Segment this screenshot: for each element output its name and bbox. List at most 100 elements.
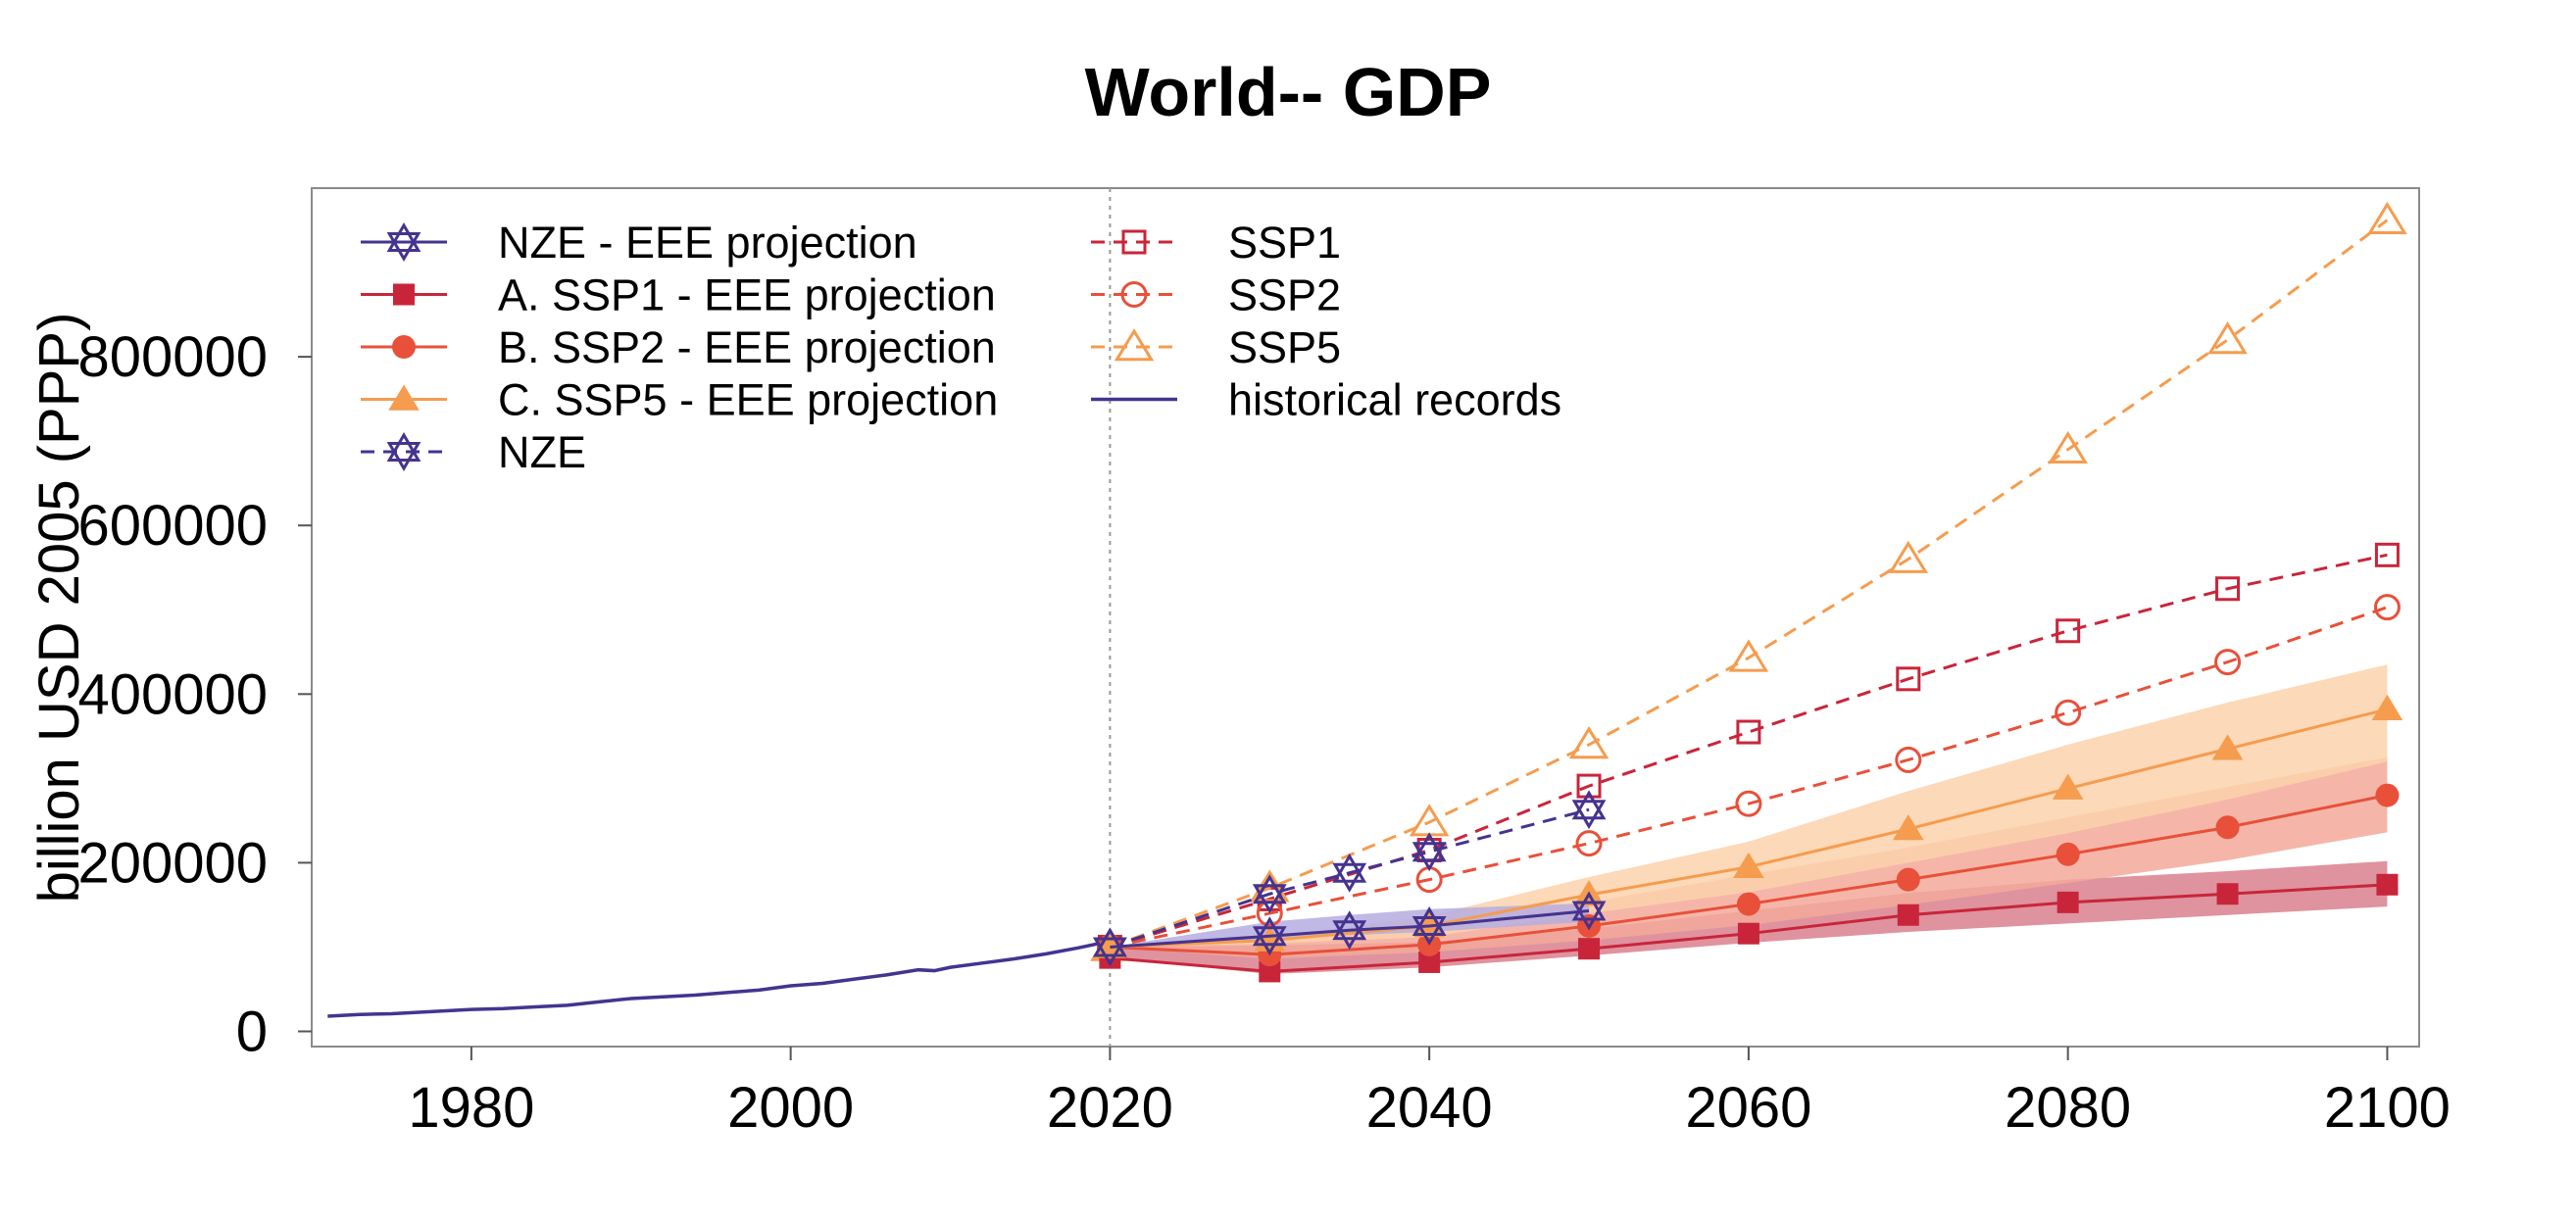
star-marker-down bbox=[1252, 884, 1287, 914]
data-point bbox=[2215, 576, 2241, 602]
data-point bbox=[1571, 790, 1607, 830]
x-tick-label: 2000 bbox=[727, 1076, 854, 1140]
data-point bbox=[1332, 853, 1367, 893]
y-tick-label: 400000 bbox=[77, 662, 268, 726]
star-marker-down bbox=[386, 442, 421, 471]
data-point bbox=[2215, 815, 2240, 840]
data-point bbox=[1896, 867, 1920, 892]
legend-label: A. SSP1 - EEE projection bbox=[498, 270, 996, 320]
data-point bbox=[2374, 542, 2400, 567]
y-tick-label: 200000 bbox=[77, 831, 268, 895]
legend-label: NZE - EEE projection bbox=[498, 218, 917, 268]
uncertainty-band bbox=[1110, 664, 2388, 948]
data-point bbox=[2371, 694, 2403, 721]
star-marker-down bbox=[1571, 800, 1607, 830]
data-point bbox=[2216, 883, 2239, 905]
legend-marker bbox=[393, 283, 415, 306]
data-point bbox=[1888, 540, 1929, 573]
data-point bbox=[1412, 832, 1447, 872]
series-line bbox=[1110, 606, 2388, 949]
star-marker-down bbox=[1252, 926, 1287, 956]
data-point bbox=[1737, 922, 1759, 945]
legend-label: SSP5 bbox=[1228, 322, 1341, 372]
data-point bbox=[2376, 873, 2399, 896]
data-point bbox=[1578, 938, 1601, 960]
legend-label: C. SSP5 - EEE projection bbox=[498, 375, 998, 425]
data-point bbox=[2056, 842, 2080, 866]
star-marker-up bbox=[1412, 905, 1447, 936]
data-point bbox=[1571, 891, 1607, 931]
legend-marker bbox=[392, 335, 416, 359]
star-marker-down bbox=[1332, 920, 1367, 951]
legend-marker bbox=[386, 222, 421, 262]
y-tick-label: 0 bbox=[236, 1001, 268, 1064]
star-marker-down bbox=[1412, 842, 1447, 872]
x-tick-label: 2020 bbox=[1047, 1076, 1173, 1140]
data-point bbox=[1733, 852, 1764, 878]
legend-label: historical records bbox=[1228, 375, 1561, 425]
data-point bbox=[2052, 773, 2084, 800]
legend-marker bbox=[1121, 229, 1147, 255]
data-point bbox=[1728, 639, 1769, 672]
legend-entry: NZE bbox=[361, 427, 586, 477]
legend-label: NZE bbox=[498, 427, 586, 477]
data-point bbox=[1092, 927, 1127, 967]
data-point bbox=[1896, 666, 1921, 692]
data-point bbox=[2375, 783, 2400, 807]
uncertainty-band bbox=[1110, 757, 2388, 959]
star-marker-up bbox=[1092, 927, 1127, 957]
data-point bbox=[1735, 790, 1762, 817]
plot-frame bbox=[311, 187, 2420, 1048]
data-point bbox=[1418, 951, 1441, 973]
data-point bbox=[2207, 321, 2248, 355]
data-point bbox=[1736, 892, 1760, 916]
legend-entry: C. SSP5 - EEE projection bbox=[361, 375, 998, 425]
chart-title: World-- GDP bbox=[1085, 54, 1492, 130]
data-point bbox=[1259, 960, 1281, 983]
star-marker-down bbox=[1092, 937, 1127, 967]
data-point bbox=[2055, 699, 2082, 726]
data-point bbox=[1332, 910, 1367, 951]
data-point bbox=[2056, 618, 2081, 644]
historical-records-line bbox=[327, 939, 1111, 1018]
star-marker-down bbox=[1571, 901, 1607, 931]
data-point bbox=[2056, 891, 2079, 913]
data-point bbox=[1575, 830, 1603, 857]
data-point bbox=[1736, 719, 1761, 745]
legend-entry: SSP1 bbox=[1091, 218, 1341, 268]
star-marker-up bbox=[386, 222, 421, 252]
legend-entry: SSP5 bbox=[1091, 322, 1341, 372]
legend-label: SSP2 bbox=[1228, 270, 1341, 320]
x-tick-label: 2100 bbox=[2324, 1076, 2451, 1140]
x-tick-label: 2060 bbox=[1685, 1076, 1811, 1140]
data-point bbox=[1897, 904, 1919, 926]
legend-entry: A. SSP1 - EEE projection bbox=[361, 270, 996, 320]
data-point bbox=[1895, 746, 1922, 773]
star-marker-down bbox=[386, 232, 421, 262]
data-point bbox=[2373, 594, 2401, 621]
star-marker-up bbox=[386, 432, 421, 462]
legend-marker bbox=[1114, 328, 1155, 362]
legend-marker bbox=[1120, 281, 1148, 308]
data-point bbox=[2367, 201, 2407, 234]
star-marker-down bbox=[1412, 915, 1447, 946]
data-point bbox=[1568, 726, 1610, 759]
data-point bbox=[2048, 430, 2088, 464]
data-point bbox=[1252, 874, 1287, 914]
data-point bbox=[2214, 649, 2242, 676]
data-point bbox=[2211, 734, 2244, 760]
legend-entry: NZE - EEE projection bbox=[361, 218, 917, 268]
plot-area: 1980 2000 2020 2040 2060 2080 2100 0 200000 40000… bbox=[77, 187, 2451, 1140]
y-tick-label: 600000 bbox=[77, 494, 268, 558]
series-line bbox=[1109, 807, 1590, 949]
legend-entry: SSP2 bbox=[1091, 270, 1341, 320]
uncertainty-band bbox=[1110, 903, 1590, 948]
x-tick-label: 1980 bbox=[408, 1076, 534, 1140]
star-marker-up bbox=[1252, 874, 1287, 904]
legend-marker bbox=[386, 432, 421, 471]
series-line bbox=[1110, 908, 1590, 949]
data-point bbox=[1252, 916, 1287, 956]
data-point bbox=[1412, 905, 1447, 946]
y-tick-label: 800000 bbox=[77, 325, 268, 389]
